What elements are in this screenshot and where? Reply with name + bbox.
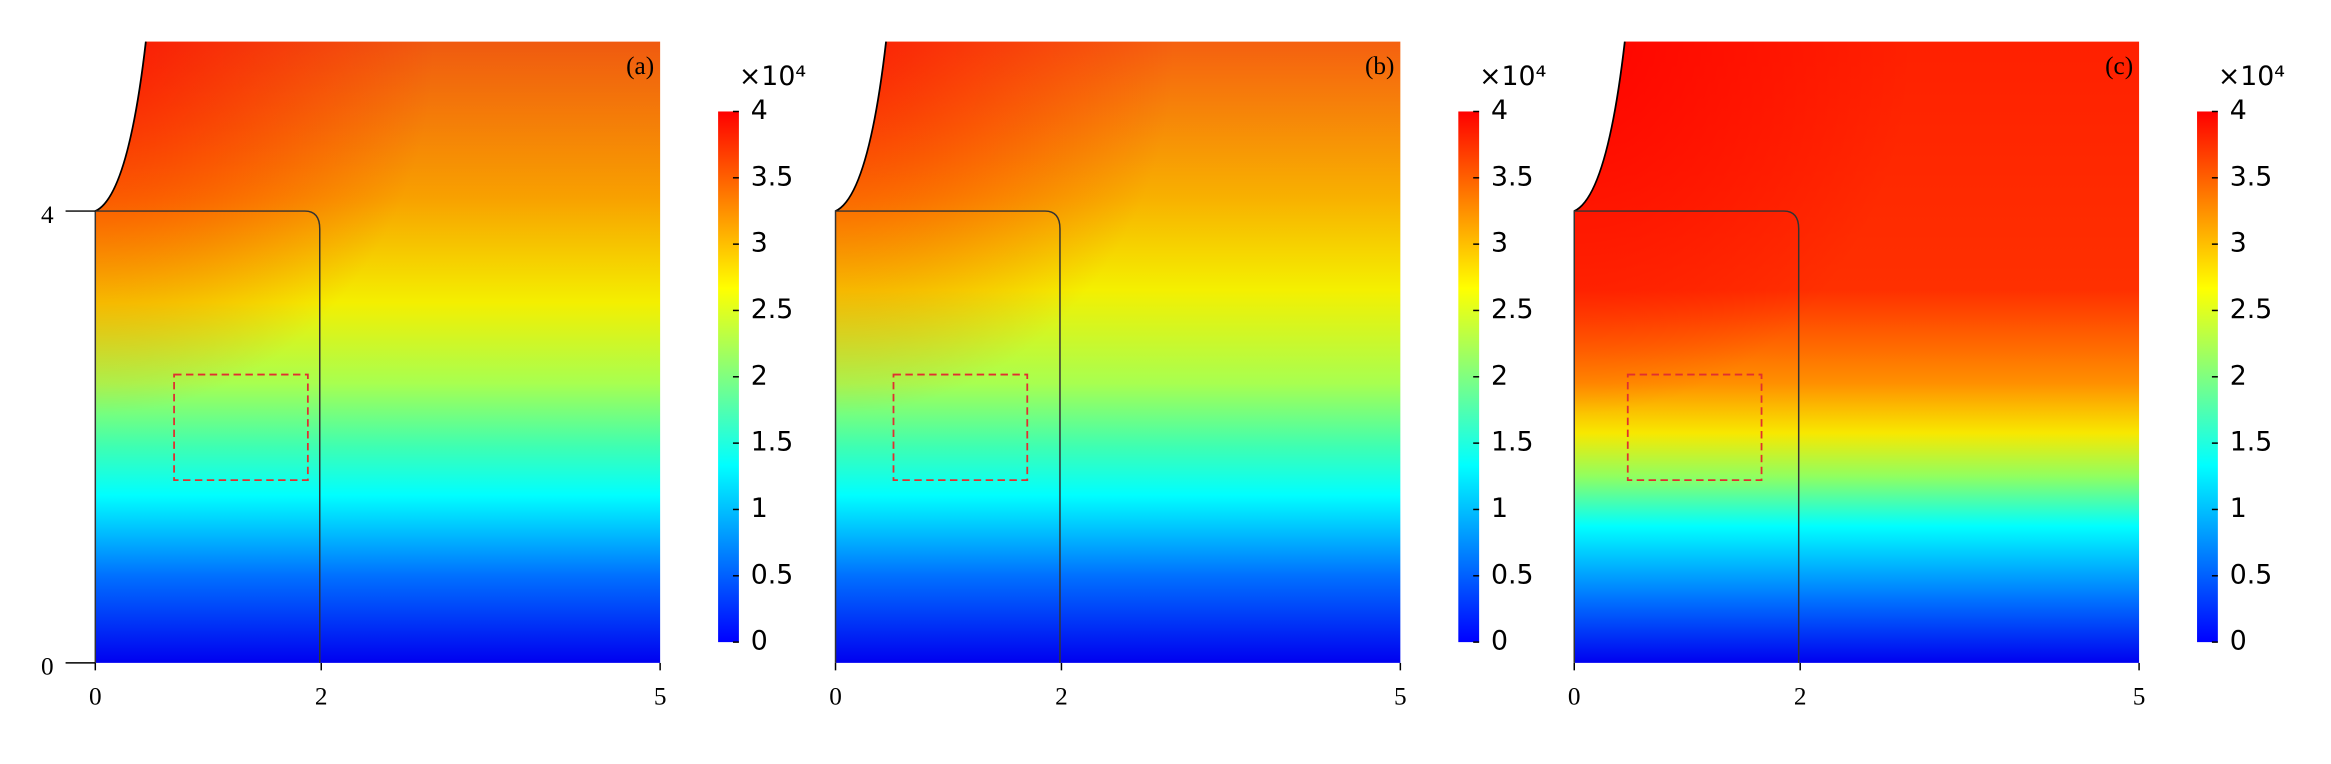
x-tick-label: 0 xyxy=(1568,682,1581,710)
domain-edge xyxy=(1573,41,1626,212)
colorbar-tick-label: 0 xyxy=(751,626,768,657)
colorbar-tick-label: 3.5 xyxy=(2230,161,2273,192)
inner-boundary xyxy=(1573,210,1800,663)
inner-boundary xyxy=(94,210,321,663)
colorbar-tick-label: 0.5 xyxy=(751,559,794,590)
colorbar-label: ×10⁴ xyxy=(2218,61,2285,92)
colorbar-tick-label: 1 xyxy=(1491,493,1508,524)
field-hot xyxy=(95,41,661,663)
field-hot xyxy=(1574,41,2140,663)
panel: (b) 0 2 5 ×10⁴ 0 0.5 1 1.5 2 2.5 3 3.5 4 xyxy=(829,41,1546,710)
colorbar-tick-label: 4 xyxy=(751,95,768,126)
x-tick-label: 2 xyxy=(1794,682,1807,710)
colorbar-tick-label: 2.5 xyxy=(751,294,794,325)
colorbar-tick-label: 3 xyxy=(1491,228,1508,259)
colorbar-tick-label: 1.5 xyxy=(2230,427,2273,458)
colorbar-tick-label: 3 xyxy=(751,228,768,259)
x-tick-label: 5 xyxy=(654,682,667,710)
x-tick-label: 0 xyxy=(829,682,842,710)
colorbar-tick-label: 0.5 xyxy=(1491,559,1534,590)
colorbar-tick-label: 3.5 xyxy=(751,161,794,192)
colorbar-tick-label: 2.5 xyxy=(2230,294,2273,325)
colorbar-tick-label: 0 xyxy=(2230,626,2247,657)
zoom-box xyxy=(173,373,309,481)
x-tick-label: 0 xyxy=(89,682,102,710)
zoom-box xyxy=(1626,373,1763,481)
y-tick-label: 4 xyxy=(41,201,54,229)
domain-edge xyxy=(835,41,887,212)
field-hot xyxy=(835,41,1401,663)
colorbar-tick-label: 2.5 xyxy=(1491,294,1534,325)
colorbar-tick-label: 3.5 xyxy=(1491,161,1534,192)
panel: (c) 0 2 5 ×10⁴ 0 0.5 1 1.5 2 2.5 3 3.5 4 xyxy=(1568,41,2285,710)
colorbar-tick-label: 4 xyxy=(1491,95,1508,126)
colorbar-tick-label: 0.5 xyxy=(2230,559,2273,590)
colorbar-tick-label: 1.5 xyxy=(751,427,794,458)
domain-edge xyxy=(94,41,147,212)
colorbar-tick-label: 2 xyxy=(2230,360,2247,391)
colorbar-tick-label: 2 xyxy=(751,360,768,391)
colorbar-tick-label: 1.5 xyxy=(1491,427,1534,458)
x-tick-label: 2 xyxy=(315,682,328,710)
colorbar-tick-label: 4 xyxy=(2230,95,2247,126)
colorbar-tick-label: 3 xyxy=(2230,228,2247,259)
colorbar-tick-label: 2 xyxy=(1491,360,1508,391)
colorbar-label: ×10⁴ xyxy=(1479,61,1546,92)
panel-label: (a) xyxy=(626,52,654,80)
inner-boundary xyxy=(834,210,1061,663)
panel-label: (b) xyxy=(1365,52,1394,80)
panel-label: (c) xyxy=(2105,52,2133,80)
colorbar-label: ×10⁴ xyxy=(739,61,806,92)
zoom-box xyxy=(892,373,1029,481)
x-tick-label: 5 xyxy=(1394,682,1407,710)
x-tick-label: 5 xyxy=(2133,682,2146,710)
colorbar-tick-label: 1 xyxy=(751,493,768,524)
colorbar-tick-label: 0 xyxy=(1491,626,1508,657)
colorbar-tick-label: 1 xyxy=(2230,493,2247,524)
y-tick-label: 0 xyxy=(41,653,54,681)
x-tick-label: 2 xyxy=(1055,682,1068,710)
